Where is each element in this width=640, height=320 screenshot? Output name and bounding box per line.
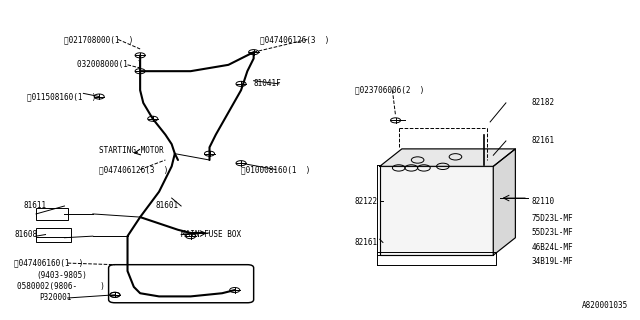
Text: 82161: 82161: [531, 136, 554, 146]
Text: 82110: 82110: [531, 197, 554, 206]
Text: A820001035: A820001035: [582, 301, 628, 310]
Text: Ⓞ047406126(3  ): Ⓞ047406126(3 ): [99, 165, 168, 174]
Text: 81041F: 81041F: [253, 79, 282, 88]
Text: STARTING MOTOR: STARTING MOTOR: [99, 146, 164, 155]
Text: 81601: 81601: [156, 202, 179, 211]
Text: 82161: 82161: [355, 238, 378, 247]
Polygon shape: [380, 149, 515, 166]
Text: 032008000(1  ): 032008000(1 ): [77, 60, 142, 69]
Text: 34B19L-MF: 34B19L-MF: [531, 257, 573, 266]
Text: Ⓞ047406126(3  ): Ⓞ047406126(3 ): [260, 35, 330, 44]
Text: 81608: 81608: [14, 230, 37, 239]
Polygon shape: [493, 149, 515, 255]
Bar: [36, 208, 68, 220]
Bar: [380, 166, 493, 255]
Text: 75D23L-MF: 75D23L-MF: [531, 214, 573, 223]
Text: 0580002(9806-     ): 0580002(9806- ): [17, 282, 105, 292]
Text: 82182: 82182: [531, 99, 554, 108]
Text: P320001: P320001: [39, 293, 72, 302]
Text: 81611: 81611: [24, 202, 47, 211]
Text: 55D23L-MF: 55D23L-MF: [531, 228, 573, 237]
Text: MAIN FUSE BOX: MAIN FUSE BOX: [181, 230, 241, 239]
Text: Ⓞ047406160(1  ): Ⓞ047406160(1 ): [14, 259, 83, 268]
Text: 46B24L-MF: 46B24L-MF: [531, 243, 573, 252]
Text: ⓝ021708000(1  ): ⓝ021708000(1 ): [65, 35, 134, 44]
Text: Ⓑ011508160(1  ): Ⓑ011508160(1 ): [27, 92, 96, 101]
Text: Ⓑ010008160(1  ): Ⓑ010008160(1 ): [241, 165, 310, 174]
Text: ⓝ023706006(2  ): ⓝ023706006(2 ): [355, 86, 424, 95]
Text: 82122: 82122: [355, 197, 378, 206]
Bar: [36, 228, 71, 243]
Text: (9403-9805): (9403-9805): [36, 271, 87, 280]
